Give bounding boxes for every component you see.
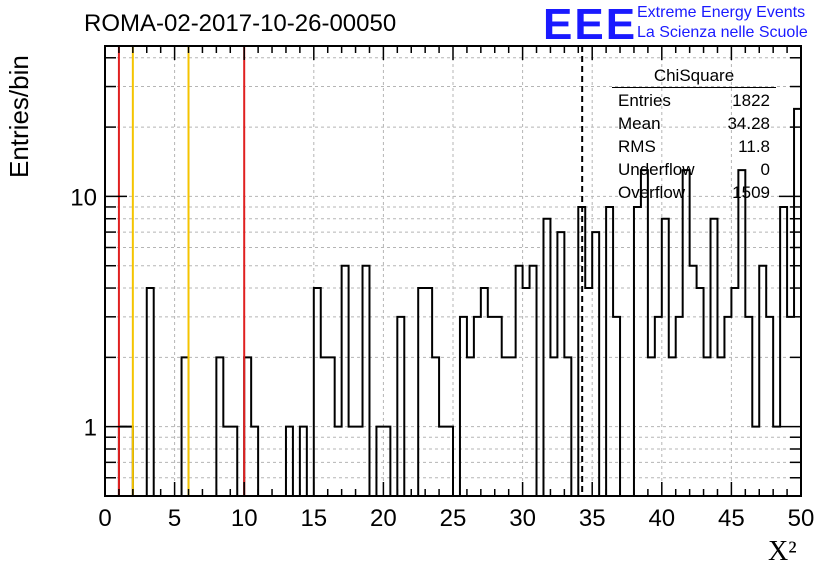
stats-row-underflow: Underflow 0 [612, 158, 776, 181]
y-tick-label: 1 [84, 415, 97, 442]
x-tick-label: 50 [788, 505, 815, 532]
stats-label: RMS [618, 137, 656, 156]
stats-label: Overflow [618, 183, 686, 202]
stats-value: 0 [760, 160, 770, 179]
x-tick-label: 45 [718, 505, 745, 532]
x-tick-label: 20 [370, 505, 397, 532]
eee-logo: EEE [543, 0, 638, 49]
stats-label: Mean [618, 114, 661, 133]
run-title: ROMA-02-2017-10-26-00050 [84, 10, 397, 37]
stats-box: ChiSquare Entries 1822 Mean 34.28 RMS 11… [612, 66, 776, 204]
x-tick-label: 0 [98, 505, 111, 532]
stats-row-mean: Mean 34.28 [612, 112, 776, 135]
stats-row-entries: Entries 1822 [612, 89, 776, 112]
eee-logo-line1: Extreme Energy Events [637, 4, 806, 21]
x-tick-label: 40 [648, 505, 675, 532]
stats-label: Underflow [618, 160, 695, 179]
eee-logo-line2: La Scienza nelle Scuole [637, 24, 808, 41]
y-axis-label: Entries/bin [4, 55, 34, 178]
stats-value: 1822 [732, 91, 770, 110]
x-tick-label: 25 [440, 505, 467, 532]
y-tick-label: 10 [70, 184, 97, 211]
stats-value: 11.8 [738, 137, 770, 156]
x-axis-label: X² [768, 536, 797, 567]
stats-value: 34.28 [727, 114, 770, 133]
stats-row-rms: RMS 11.8 [612, 135, 776, 158]
stats-row-overflow: Overflow 1509 [612, 181, 776, 204]
x-tick-label: 5 [168, 505, 181, 532]
x-tick-label: 35 [579, 505, 606, 532]
stats-value: 1509 [732, 183, 770, 202]
x-tick-label: 10 [231, 505, 258, 532]
x-tick-label: 30 [509, 505, 536, 532]
stats-label: Entries [618, 91, 671, 110]
stats-title: ChiSquare [612, 66, 776, 88]
x-tick-label: 15 [300, 505, 327, 532]
